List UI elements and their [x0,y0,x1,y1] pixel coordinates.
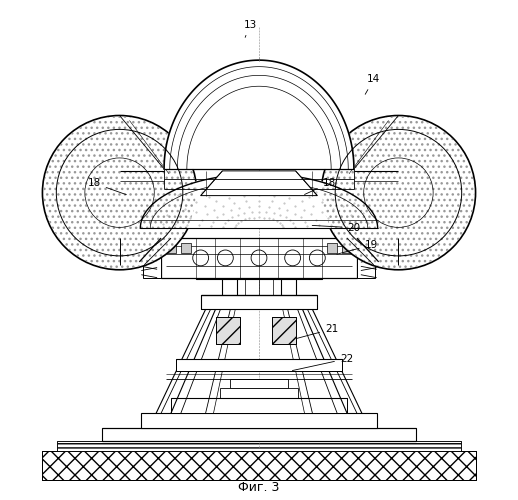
Bar [42,450,476,480]
Text: 21: 21 [297,324,338,338]
Bar [342,243,352,253]
Polygon shape [164,60,354,169]
Text: 20: 20 [312,223,361,233]
Text: 14: 14 [365,74,380,94]
Bar [181,243,191,253]
Bar [176,359,342,370]
Bar [200,296,318,310]
Text: 18: 18 [305,178,336,194]
Bar [217,317,240,344]
Bar [221,388,297,398]
Bar [166,243,176,253]
Bar [143,238,161,278]
Text: Фиг. 3: Фиг. 3 [238,481,280,494]
Text: 19: 19 [337,240,378,254]
Bar [217,317,240,344]
Bar [42,450,476,480]
Bar [327,243,337,253]
Bar [161,238,357,278]
Bar [231,378,287,388]
Text: 13: 13 [243,20,257,38]
Bar [141,413,377,428]
Bar [357,238,375,278]
Bar [102,428,416,441]
Bar [171,398,347,413]
Polygon shape [140,174,378,228]
Bar [57,441,461,450]
Circle shape [321,116,476,270]
Bar [196,265,322,278]
Text: 22: 22 [292,354,353,370]
Bar [57,441,461,450]
Polygon shape [200,171,318,196]
Bar [272,317,296,344]
Circle shape [42,116,197,270]
Bar [272,317,296,344]
Text: 18: 18 [88,178,126,194]
